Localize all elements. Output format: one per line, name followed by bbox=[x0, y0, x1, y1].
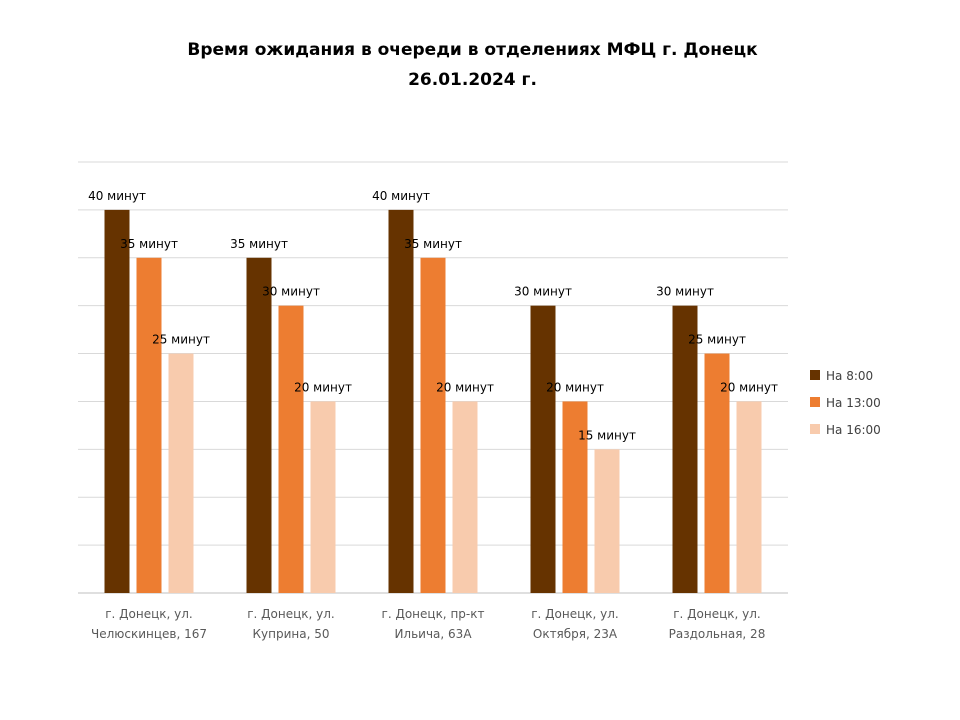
bar bbox=[136, 257, 162, 593]
bar bbox=[736, 401, 762, 593]
data-label: 30 минут bbox=[514, 285, 572, 299]
x-tick-label: Куприна, 50 bbox=[253, 627, 330, 641]
bar bbox=[104, 209, 130, 593]
data-label: 30 минут bbox=[262, 285, 320, 299]
data-label: 35 минут bbox=[230, 237, 288, 251]
bar bbox=[310, 401, 336, 593]
chart-title: Время ожидания в очереди в отделениях МФ… bbox=[187, 40, 758, 60]
bar bbox=[388, 209, 414, 593]
bar bbox=[704, 353, 730, 593]
x-tick-label: Раздольная, 28 bbox=[669, 627, 766, 641]
bar bbox=[278, 305, 304, 593]
data-label: 20 минут bbox=[294, 380, 352, 394]
chart-subtitle: 26.01.2024 г. bbox=[408, 70, 537, 90]
data-label: 35 минут bbox=[120, 237, 178, 251]
data-label: 20 минут bbox=[546, 380, 604, 394]
bar bbox=[594, 449, 620, 593]
data-label: 40 минут bbox=[372, 189, 430, 203]
bar bbox=[168, 353, 194, 593]
legend-swatch bbox=[810, 370, 820, 380]
x-tick-label: Октября, 23А bbox=[533, 627, 618, 641]
data-label: 30 минут bbox=[656, 285, 714, 299]
x-tick-label: Челюскинцев, 167 bbox=[91, 627, 207, 641]
legend-label: На 13:00 bbox=[826, 396, 881, 410]
x-tick-label: г. Донецк, ул. bbox=[531, 607, 619, 621]
bar bbox=[562, 401, 588, 593]
data-label: 25 минут bbox=[152, 333, 210, 347]
legend-label: На 16:00 bbox=[826, 423, 881, 437]
bar bbox=[246, 257, 272, 593]
data-label: 25 минут bbox=[688, 333, 746, 347]
legend-swatch bbox=[810, 424, 820, 434]
bar bbox=[530, 305, 556, 593]
x-tick-label: г. Донецк, ул. bbox=[673, 607, 761, 621]
x-tick-label: г. Донецк, ул. bbox=[247, 607, 335, 621]
data-label: 20 минут bbox=[720, 380, 778, 394]
bar bbox=[672, 305, 698, 593]
x-tick-label: г. Донецк, пр-кт bbox=[382, 607, 485, 621]
bar bbox=[420, 257, 446, 593]
legend-swatch bbox=[810, 397, 820, 407]
data-label: 35 минут bbox=[404, 237, 462, 251]
x-tick-label: Ильича, 63А bbox=[394, 627, 472, 641]
data-label: 15 минут bbox=[578, 428, 636, 442]
bar bbox=[452, 401, 478, 593]
data-label: 40 минут bbox=[88, 189, 146, 203]
legend-label: На 8:00 bbox=[826, 369, 873, 383]
data-label: 20 минут bbox=[436, 380, 494, 394]
x-tick-label: г. Донецк, ул. bbox=[105, 607, 193, 621]
